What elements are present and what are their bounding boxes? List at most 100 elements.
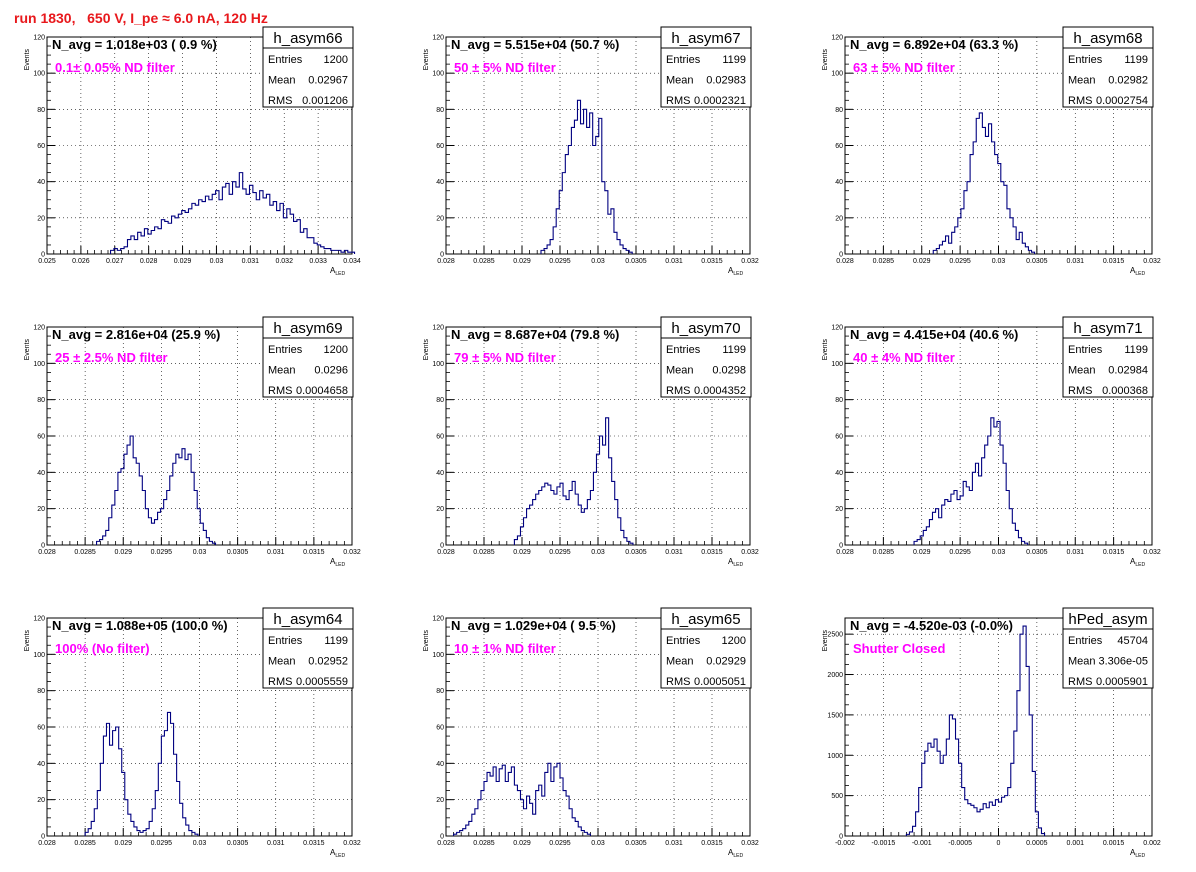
chart-hPed_asym: -0.002 -0.0015 -0.001 -0.0005 0 0.0005 0.001 0.…: [822, 607, 1161, 859]
stats-label: RMS: [1068, 385, 1092, 397]
stats-value: 0.02983: [706, 75, 746, 87]
y-tick-label: 100: [432, 71, 444, 78]
y-tick-label: 100: [33, 71, 45, 78]
stats-label: Entries: [666, 54, 701, 66]
x-tick-label: -0.0005: [948, 840, 972, 847]
y-tick-label: 100: [432, 361, 444, 368]
y-tick-label: 120: [33, 35, 45, 42]
y-tick-label: 100: [831, 361, 843, 368]
navg-text: N_avg = 1.029e+04 ( 9.5 %): [451, 618, 616, 633]
x-tick-label: 0.031: [1066, 549, 1084, 556]
y-tick-label: 120: [831, 325, 843, 332]
y-axis-label: Events: [24, 339, 31, 361]
stats-value: 1199: [324, 635, 348, 647]
filter-annotation: 79 ± 5% ND filter: [454, 350, 556, 365]
navg-text: N_avg = 1.018e+03 ( 0.9 %): [52, 37, 217, 52]
stats-box: [660, 26, 752, 108]
y-tick-label: 20: [37, 506, 45, 513]
y-tick-label: 20: [835, 506, 843, 513]
stats-label: RMS: [1068, 676, 1092, 688]
navg-text: N_avg = 2.816e+04 (25.9 %): [52, 327, 220, 342]
stats-value: 0.0005559: [296, 676, 348, 688]
stats-label: RMS: [268, 676, 292, 688]
x-tick-label: 0.028: [140, 258, 158, 265]
stats-value: 0.000368: [1102, 385, 1148, 397]
x-tick-label: 0.0295: [151, 840, 173, 847]
stats-value: 0.02984: [1108, 365, 1148, 377]
x-tick-label: 0.0285: [74, 549, 96, 556]
y-axis-label: Events: [822, 630, 829, 652]
x-tick-label: 0.029: [513, 840, 531, 847]
stats-value: 1199: [1124, 344, 1148, 356]
stats-box: [1062, 316, 1154, 398]
x-tick-label: 0.028: [836, 549, 854, 556]
stats-value: 0.0296: [314, 365, 348, 377]
x-tick-label: 0.0315: [701, 258, 723, 265]
x-tick-label: 0.0305: [625, 840, 647, 847]
navg-text: N_avg = 5.515e+04 (50.7 %): [451, 37, 619, 52]
x-tick-label: 0.0285: [473, 549, 495, 556]
y-tick-label: 80: [436, 688, 444, 695]
x-tick-label: -0.001: [912, 840, 932, 847]
y-tick-label: 80: [37, 397, 45, 404]
histogram-name: h_asym65: [671, 611, 740, 628]
filter-annotation: 40 ± 4% ND filter: [853, 350, 955, 365]
y-tick-label: 0: [839, 834, 843, 841]
stats-value: 1199: [722, 344, 746, 356]
y-tick-label: 80: [37, 107, 45, 114]
x-tick-label: 0.0295: [549, 549, 571, 556]
y-tick-label: 40: [37, 470, 45, 477]
histogram-line: [96, 435, 217, 545]
y-tick-label: 60: [436, 143, 444, 150]
histogram-line: [453, 762, 591, 836]
y-tick-label: 60: [835, 434, 843, 441]
stats-box: [1062, 26, 1154, 108]
x-tick-label: 0.0295: [151, 549, 173, 556]
histogram-line: [84, 711, 199, 836]
y-tick-label: 20: [835, 215, 843, 222]
y-tick-label: 2000: [827, 672, 843, 679]
x-tick-label: 0.028: [836, 258, 854, 265]
stats-label: Mean: [1068, 75, 1096, 87]
x-tick-label: 0: [997, 840, 1001, 847]
histogram-name: h_asym71: [1073, 320, 1142, 337]
x-tick-label: 0.001: [1066, 840, 1084, 847]
y-tick-label: 0: [839, 252, 843, 259]
y-axis-label: Events: [423, 339, 430, 361]
stats-label: RMS: [268, 95, 292, 107]
x-tick-label: 0.0285: [873, 258, 895, 265]
x-tick-label: 0.032: [741, 549, 759, 556]
stats-label: Mean: [1068, 656, 1096, 668]
x-axis-label: ALED: [1130, 848, 1145, 859]
y-tick-label: 20: [436, 797, 444, 804]
y-axis-label: Events: [24, 49, 31, 71]
histogram-name: h_asym66: [273, 30, 342, 47]
chart-h_asym65: 0.028 0.0285 0.029 0.0295 0.03 0.0305 0.031 0.0…: [423, 607, 759, 859]
stats-label: Entries: [268, 54, 303, 66]
y-tick-label: 120: [432, 325, 444, 332]
stats-box: [262, 26, 354, 108]
stats-label: Mean: [268, 365, 296, 377]
y-tick-label: 500: [831, 793, 843, 800]
stats-label: Entries: [666, 635, 701, 647]
histogram-name: h_asym69: [273, 320, 342, 337]
x-tick-label: 0.028: [437, 258, 455, 265]
x-tick-label: 0.031: [267, 549, 285, 556]
stats-label: Entries: [268, 344, 303, 356]
x-tick-label: 0.0305: [625, 258, 647, 265]
navg-text: N_avg = 6.892e+04 (63.3 %): [850, 37, 1018, 52]
x-tick-label: 0.0005: [1026, 840, 1048, 847]
y-tick-label: 60: [436, 434, 444, 441]
stats-box: [660, 607, 752, 689]
navg-text: N_avg = 1.088e+05 (100.0 %): [52, 618, 228, 633]
y-tick-label: 1500: [827, 712, 843, 719]
chart-h_asym67: 0.028 0.0285 0.029 0.0295 0.03 0.0305 0.031 0.0…: [423, 26, 759, 277]
stats-value: 3.306e-05: [1098, 656, 1148, 668]
y-tick-label: 80: [37, 688, 45, 695]
filter-annotation: 63 ± 5% ND filter: [853, 60, 955, 75]
y-tick-label: 40: [835, 179, 843, 186]
y-tick-label: 120: [831, 35, 843, 42]
x-tick-label: 0.0285: [473, 840, 495, 847]
y-tick-label: 20: [37, 215, 45, 222]
page-title: run 1830, 650 V, I_pe ≈ 6.0 nA, 120 Hz: [14, 10, 268, 26]
